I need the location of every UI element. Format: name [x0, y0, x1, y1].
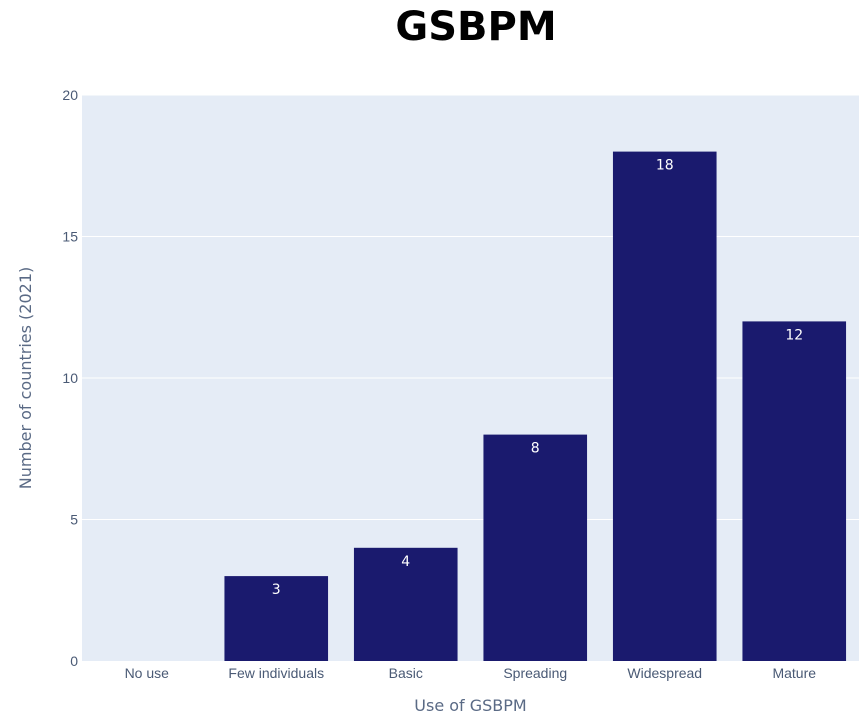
- x-tick-label: Few individuals: [228, 665, 324, 681]
- y-tick-label: 5: [70, 512, 78, 528]
- bar-data-label: 8: [531, 441, 540, 457]
- bar-basic: [353, 547, 458, 661]
- y-axis-ticks: 0 5 10 15 20: [62, 87, 78, 669]
- bar-mature: [742, 321, 847, 661]
- y-tick-label: 10: [62, 370, 78, 386]
- y-axis-title: Number of countries (2021): [16, 267, 35, 490]
- x-tick-label: Widespread: [627, 665, 702, 681]
- bar-data-label: 4: [401, 554, 410, 570]
- x-tick-label: Spreading: [503, 665, 567, 681]
- bars: 3 4 8 18 12: [224, 151, 847, 661]
- y-tick-label: 20: [62, 87, 78, 103]
- x-tick-label: Basic: [389, 665, 423, 681]
- gridlines: [82, 94, 859, 520]
- bar-widespread: [612, 151, 717, 661]
- y-tick-label: 15: [62, 229, 78, 245]
- bar-data-label: 18: [656, 158, 674, 174]
- x-tick-label: Mature: [772, 665, 816, 681]
- bar-spreading: [483, 434, 588, 661]
- x-tick-label: No use: [125, 665, 170, 681]
- y-tick-label: 0: [70, 653, 78, 669]
- x-axis-ticks: No use Few individuals Basic Spreading Wides…: [125, 665, 817, 681]
- bar-data-label: 12: [785, 327, 803, 343]
- bar-data-label: 3: [272, 582, 281, 598]
- chart-title: GSBPM: [395, 4, 557, 50]
- bar-few-individuals: [224, 576, 329, 661]
- x-axis-title: Use of GSBPM: [414, 696, 526, 714]
